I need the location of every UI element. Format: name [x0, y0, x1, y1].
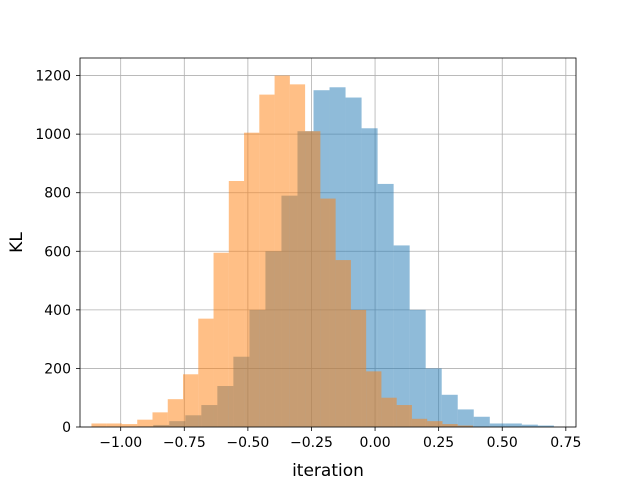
- x-axis-label: iteration: [292, 461, 364, 480]
- histogram-bar: [320, 198, 336, 427]
- histogram-bar: [183, 374, 199, 427]
- x-tick-label: −1.00: [99, 435, 142, 451]
- x-tick-label: 0.50: [487, 435, 518, 451]
- y-axis-ticks: 0 200 400 600 800 1000 1200: [35, 69, 80, 436]
- histogram-bar: [198, 318, 214, 427]
- histogram-bar: [427, 421, 443, 427]
- histogram-bar: [213, 252, 229, 427]
- histogram-bar: [152, 412, 168, 427]
- histogram-bar: [537, 425, 554, 427]
- x-tick-label: 0.75: [550, 435, 581, 451]
- histogram-bar: [489, 423, 506, 427]
- histogram-bar: [91, 423, 107, 427]
- histogram-bar: [274, 75, 290, 428]
- histogram-bar: [244, 132, 260, 427]
- histogram-bar: [409, 309, 426, 427]
- histogram-bar: [137, 419, 153, 427]
- y-tick-label: 600: [44, 244, 71, 260]
- y-tick-label: 1200: [35, 69, 71, 85]
- y-tick-label: 0: [62, 420, 71, 436]
- y-axis-label: KL: [7, 232, 27, 253]
- histogram-bars: [91, 75, 554, 428]
- histogram-bar: [457, 425, 473, 427]
- histogram-bar: [167, 399, 184, 427]
- histogram-bar: [425, 368, 442, 427]
- histogram-bar: [473, 416, 490, 427]
- histogram-bar: [505, 423, 522, 427]
- histogram-bar: [350, 309, 367, 427]
- histogram-bar: [381, 397, 397, 427]
- histogram-bar: [411, 418, 428, 427]
- histogram-bar: [366, 371, 382, 427]
- histogram-bar: [396, 405, 412, 427]
- histogram-bar: [393, 245, 410, 427]
- histogram-bar: [377, 183, 394, 427]
- histogram-bar: [289, 84, 306, 427]
- histogram-bar: [442, 424, 458, 427]
- x-tick-label: −0.25: [290, 435, 333, 451]
- histogram-bar: [441, 394, 458, 427]
- histogram-bar: [259, 94, 275, 427]
- y-tick-label: 200: [44, 361, 71, 377]
- y-tick-label: 1000: [35, 127, 71, 143]
- histogram-bar: [521, 424, 538, 427]
- histogram-series-2: [91, 75, 473, 428]
- histogram-bar: [228, 181, 245, 427]
- x-tick-label: −0.50: [226, 435, 269, 451]
- x-tick-label: −0.75: [163, 435, 206, 451]
- y-tick-label: 800: [44, 186, 71, 202]
- histogram-bar: [335, 260, 351, 427]
- plot-frame: [79, 57, 577, 428]
- x-tick-label: 0.25: [423, 435, 454, 451]
- x-tick-label: 0.00: [359, 435, 390, 451]
- histogram-bar: [121, 424, 138, 427]
- y-tick-label: 400: [44, 303, 71, 319]
- histogram-bar: [457, 409, 474, 427]
- histogram-bar: [305, 131, 321, 427]
- histogram-bar: [106, 423, 122, 427]
- x-axis-ticks: −1.00 −0.75 −0.50 −0.25 0.00 0.25 0.50 0.75: [99, 427, 581, 451]
